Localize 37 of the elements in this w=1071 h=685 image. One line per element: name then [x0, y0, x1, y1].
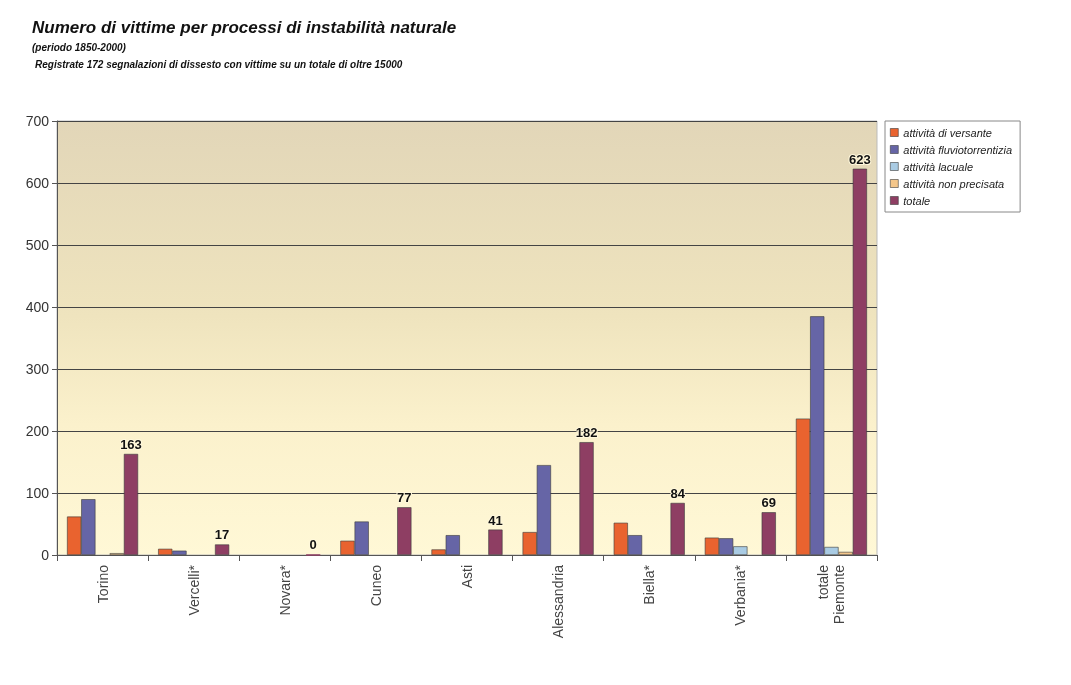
x-tick-label: Asti: [459, 565, 475, 589]
legend-label: attività lacuale: [903, 160, 974, 173]
x-tick-label: Torino: [94, 564, 111, 604]
x-tick-label: Biella*: [641, 564, 658, 605]
bar: [670, 502, 685, 555]
bar: [761, 512, 776, 555]
x-tick-label: Novara*: [276, 564, 293, 616]
bar: [397, 507, 412, 555]
data-label: 623: [849, 151, 871, 167]
y-tick-label: 100: [25, 485, 50, 501]
x-tick-label: Vercelli*: [185, 564, 202, 616]
y-tick-label: 700: [25, 113, 50, 129]
legend-label: attività fluviotorrentizia: [903, 143, 1013, 156]
legend-label: attività di versante: [903, 126, 992, 139]
data-label: 17: [214, 527, 230, 543]
chart-subtitle: (periodo 1850-2000): [32, 41, 127, 53]
y-tick-label: 200: [25, 423, 50, 439]
x-tick-label: Alessandria: [550, 564, 567, 639]
data-label: 41: [488, 512, 503, 528]
legend-label: totale: [903, 194, 931, 207]
bar: [488, 529, 503, 555]
y-tick-label: 500: [25, 237, 50, 253]
y-tick-label: 0: [41, 547, 50, 563]
text: Registrate 172 segnalazioni di dissesto con vittime su un totale di oltre 15000: [35, 58, 403, 70]
x-tick-label: Cuneo: [367, 564, 384, 607]
legend-label: attività non precisata: [903, 177, 1005, 190]
data-label: 77: [397, 490, 412, 506]
x-tick-label: totale Piemonte: [815, 564, 848, 625]
data-label: 0: [309, 537, 317, 553]
y-tick-label: 600: [25, 175, 50, 191]
y-tick-label: 300: [25, 361, 50, 377]
chart-title: Numero di vittime per processi di instabilità naturale: [32, 18, 457, 37]
data-label: 69: [761, 495, 776, 511]
x-tick-label: Verbania*: [732, 564, 749, 626]
y-tick-label: 400: [25, 299, 50, 315]
bar: [214, 544, 230, 555]
data-label: 163: [120, 436, 142, 452]
